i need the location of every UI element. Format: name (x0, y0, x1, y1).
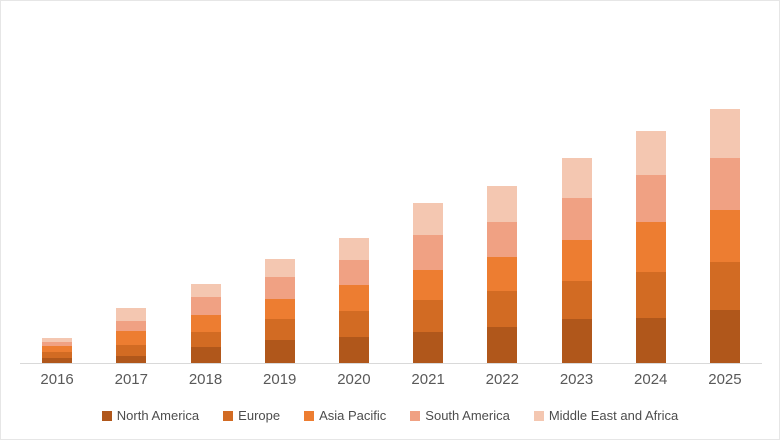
bar-segment (264, 319, 295, 340)
x-axis-label: 2022 (485, 371, 519, 388)
bar-segment (338, 238, 369, 260)
x-axis-label: 2025 (708, 371, 742, 388)
bar-2020 (338, 238, 369, 363)
bar-segment (264, 277, 295, 299)
bar-segment (116, 331, 147, 345)
legend-swatch-icon (101, 410, 112, 421)
bar-segment (338, 311, 369, 337)
bar-segment (42, 352, 73, 358)
bar-segment (487, 291, 518, 327)
bar-segment (561, 281, 592, 319)
legend-swatch-icon (533, 410, 544, 421)
bar-segment (709, 158, 740, 210)
bar-segment (561, 240, 592, 281)
bar-segment (338, 260, 369, 285)
bar-segment (487, 186, 518, 222)
legend-swatch-icon (304, 410, 315, 421)
x-axis-label: 2023 (559, 371, 594, 388)
bar-segment (190, 332, 221, 347)
bar-2018 (190, 284, 221, 363)
bar-2025 (709, 109, 740, 363)
bar-segment (413, 235, 444, 270)
bar-2017 (116, 308, 147, 363)
legend-swatch-icon (223, 410, 234, 421)
bar-segment (413, 203, 444, 235)
bar-segment (116, 308, 147, 321)
x-axis-labels: 2016 2017 2018 2019 2020 2021 2022 2023 2024 2025 (20, 371, 762, 389)
bar-segment (413, 332, 444, 363)
bar-segment (42, 338, 73, 342)
bar-segment (561, 319, 592, 363)
bar-segment (116, 356, 147, 363)
bar-segment (116, 321, 147, 331)
x-axis-label: 2018 (188, 371, 223, 388)
bar-segment (561, 158, 592, 198)
bar-segment (42, 346, 73, 352)
legend-item: Middle East and Africa (533, 408, 679, 423)
x-axis-label: 2019 (263, 371, 297, 388)
bar-segment (190, 347, 221, 363)
bar-segment (635, 318, 666, 363)
bar-segment (116, 345, 147, 356)
legend-item: North America (101, 408, 200, 423)
bar-segment (635, 175, 666, 222)
bar-segment (190, 284, 221, 297)
bar-segment (264, 340, 295, 363)
bar-segment (190, 315, 221, 332)
bar-2021 (413, 203, 444, 363)
bar-segment (487, 257, 518, 291)
bar-2024 (635, 131, 666, 363)
bar-segment (635, 222, 666, 272)
bar-segment (338, 337, 369, 363)
bar-segment (709, 310, 740, 363)
bar-segment (487, 222, 518, 257)
x-axis-label: 2020 (337, 371, 371, 388)
bar-segment (487, 327, 518, 363)
x-axis-label: 2017 (114, 371, 148, 388)
bar-segment (190, 297, 221, 315)
bar-segment (264, 299, 295, 319)
plot-area (20, 1, 762, 364)
legend-item: South America (410, 408, 510, 423)
bar-segment (635, 131, 666, 175)
legend-item: Asia Pacific (304, 408, 386, 423)
bar-2016 (42, 338, 73, 363)
legend-label: Asia Pacific (319, 408, 387, 423)
legend-swatch-icon (410, 410, 421, 421)
legend-label: South America (425, 408, 510, 423)
bar-2023 (561, 158, 592, 363)
bar-segment (709, 262, 740, 310)
bar-segment (42, 358, 73, 363)
bar-segment (635, 272, 666, 318)
legend-label: Europe (238, 408, 281, 423)
bar-2022 (487, 186, 518, 363)
bar-segment (264, 259, 295, 277)
bar-segment (338, 285, 369, 311)
bar-segment (42, 342, 73, 346)
legend-label: North America (116, 408, 200, 423)
x-axis-label: 2021 (411, 371, 445, 388)
bar-segment (709, 109, 740, 158)
x-axis-label: 2024 (634, 371, 668, 388)
x-axis-label: 2016 (40, 371, 74, 388)
legend-item: Europe (223, 408, 280, 423)
bar-2019 (264, 259, 295, 363)
chart-legend: North America Europe Asia Pacific South Ame… (1, 408, 779, 423)
legend-label: Middle East and Africa (548, 408, 679, 423)
bar-segment (413, 300, 444, 332)
bar-segment (561, 198, 592, 240)
bar-segment (709, 210, 740, 262)
bar-segment (413, 270, 444, 300)
